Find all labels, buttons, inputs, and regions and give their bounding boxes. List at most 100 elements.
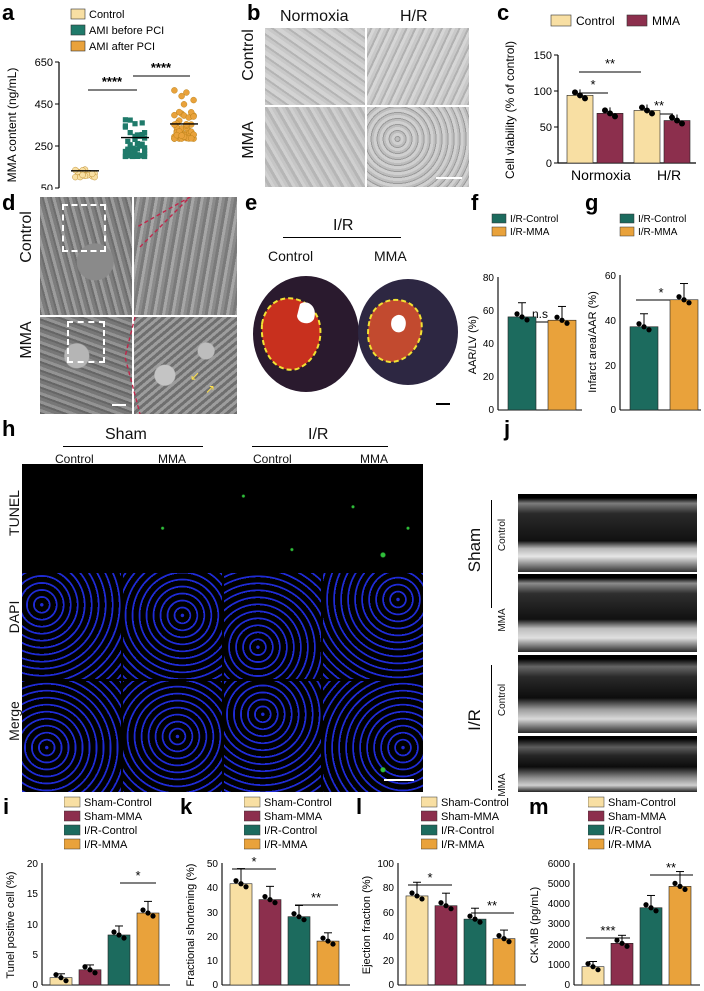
data-point xyxy=(130,151,136,157)
data-point xyxy=(142,145,148,151)
col-label: Control xyxy=(253,452,292,466)
legend-label: I/R-Control xyxy=(441,825,494,837)
data-point xyxy=(607,110,613,117)
panel-letter-c: c xyxy=(497,0,510,25)
y-tick-label: 20 xyxy=(605,361,617,372)
bar-k-2 xyxy=(287,916,311,986)
legend-swatch xyxy=(243,838,261,850)
col-label-mma: MMA xyxy=(374,248,407,264)
y-tick-label: 80 xyxy=(483,273,495,284)
bar-c-Control-1 xyxy=(633,110,661,164)
group-label-sham: Sham xyxy=(105,426,147,443)
micrograph-normoxia-control xyxy=(265,28,365,105)
y-tick-label: 1000 xyxy=(548,960,571,971)
data-point xyxy=(63,978,69,984)
tem-mma-overview xyxy=(40,317,132,414)
y-axis-label: Infarct area/AAR (%) xyxy=(587,291,599,392)
micrograph-normoxia-mma xyxy=(265,107,365,187)
data-point xyxy=(624,943,630,949)
panel-letter-h: h xyxy=(2,416,16,441)
data-point xyxy=(132,133,138,139)
data-point xyxy=(139,120,145,126)
legend-swatch xyxy=(420,796,438,808)
data-point xyxy=(125,146,131,152)
tunel-sham-mma xyxy=(123,464,222,571)
panel-letter-m: m xyxy=(529,794,549,819)
bar-c-MMA-1 xyxy=(663,120,691,164)
data-point xyxy=(178,92,185,100)
y-tick-label: 150 xyxy=(534,50,552,62)
data-point xyxy=(648,905,654,911)
data-point xyxy=(272,900,278,906)
sig-label: **** xyxy=(151,60,172,75)
legend-label: Sham-Control xyxy=(84,797,152,809)
data-point xyxy=(602,107,608,114)
col-label: MMA xyxy=(360,452,388,466)
data-point xyxy=(572,89,578,96)
data-point xyxy=(92,970,98,976)
bar-f-0 xyxy=(507,316,537,411)
panel-letter-f: f xyxy=(471,190,479,215)
group-bracket xyxy=(252,446,388,447)
panel-c-chart: Control MMA 150 100 50 0 Cell viability … xyxy=(503,14,696,183)
panel-f-chart: I/R-Control I/R-MMA 80 60 40 20 0 AAR/LV… xyxy=(468,213,582,415)
y-tick-label: 0 xyxy=(488,405,494,415)
data-point xyxy=(122,124,128,130)
data-point xyxy=(653,908,659,914)
data-point xyxy=(554,314,560,320)
y-axis-label: Cell viability (% of control) xyxy=(503,41,517,179)
legend-swatch xyxy=(243,810,261,822)
tem-control-zoom xyxy=(134,197,237,315)
lumen xyxy=(297,302,315,324)
legend-label: Sham-MMA xyxy=(441,811,500,823)
y-tick-label: 15 xyxy=(27,889,39,900)
data-point xyxy=(267,897,273,903)
panel-a-chart: Control AMI before PCI AMI after PCI 650… xyxy=(5,8,198,190)
y-tick-label: 10 xyxy=(207,956,219,967)
data-point xyxy=(679,120,685,127)
data-point xyxy=(190,96,197,104)
data-point xyxy=(127,142,133,148)
merge-sham-mma xyxy=(123,681,222,792)
data-point xyxy=(130,145,136,152)
data-point xyxy=(150,913,156,919)
x-tick-label: Normoxia xyxy=(571,167,631,183)
legend-label: Sham-MMA xyxy=(264,811,323,823)
sig-label: *** xyxy=(600,923,615,938)
data-point xyxy=(443,903,449,909)
bar-i-2 xyxy=(107,934,131,986)
group-label-ir: I/R xyxy=(308,426,329,443)
data-point xyxy=(614,937,620,943)
data-point xyxy=(496,933,502,939)
legend-swatch xyxy=(587,824,605,836)
bar-m-3 xyxy=(668,886,692,986)
data-point xyxy=(140,907,146,913)
y-tick-label: 20 xyxy=(483,372,495,383)
y-tick-label: 60 xyxy=(483,306,495,317)
data-point xyxy=(137,153,143,159)
bar-l-2 xyxy=(463,918,487,986)
data-point xyxy=(175,108,183,116)
data-point xyxy=(639,104,645,111)
data-point xyxy=(238,881,244,887)
panel-letter-e: e xyxy=(245,190,258,215)
dapi-sham-control xyxy=(22,573,121,679)
sig-label: ** xyxy=(666,860,676,875)
legend-swatch xyxy=(243,824,261,836)
scale-bar xyxy=(112,404,126,406)
legend-label: Sham-Control xyxy=(264,797,332,809)
bar-m-1 xyxy=(610,943,634,986)
group-label-sham: Sham xyxy=(465,527,484,573)
data-point xyxy=(646,327,652,333)
group-bracket xyxy=(283,237,401,238)
panel-g-chart: I/R-Control I/R-MMA 60 40 20 0 Infarct a… xyxy=(587,213,701,415)
data-point xyxy=(501,936,507,942)
legend-label: I/R-MMA xyxy=(441,839,485,851)
data-point xyxy=(519,314,525,320)
data-point xyxy=(472,916,478,922)
data-point xyxy=(676,294,682,300)
row-label-merge: Merge xyxy=(6,701,22,741)
y-axis-label: AAR/LV (%) xyxy=(468,316,479,374)
data-point xyxy=(111,929,117,935)
data-point xyxy=(171,87,178,94)
